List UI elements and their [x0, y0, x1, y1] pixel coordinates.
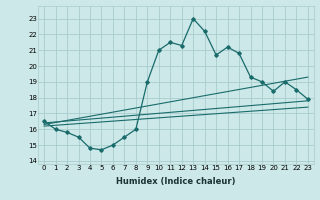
X-axis label: Humidex (Indice chaleur): Humidex (Indice chaleur): [116, 177, 236, 186]
